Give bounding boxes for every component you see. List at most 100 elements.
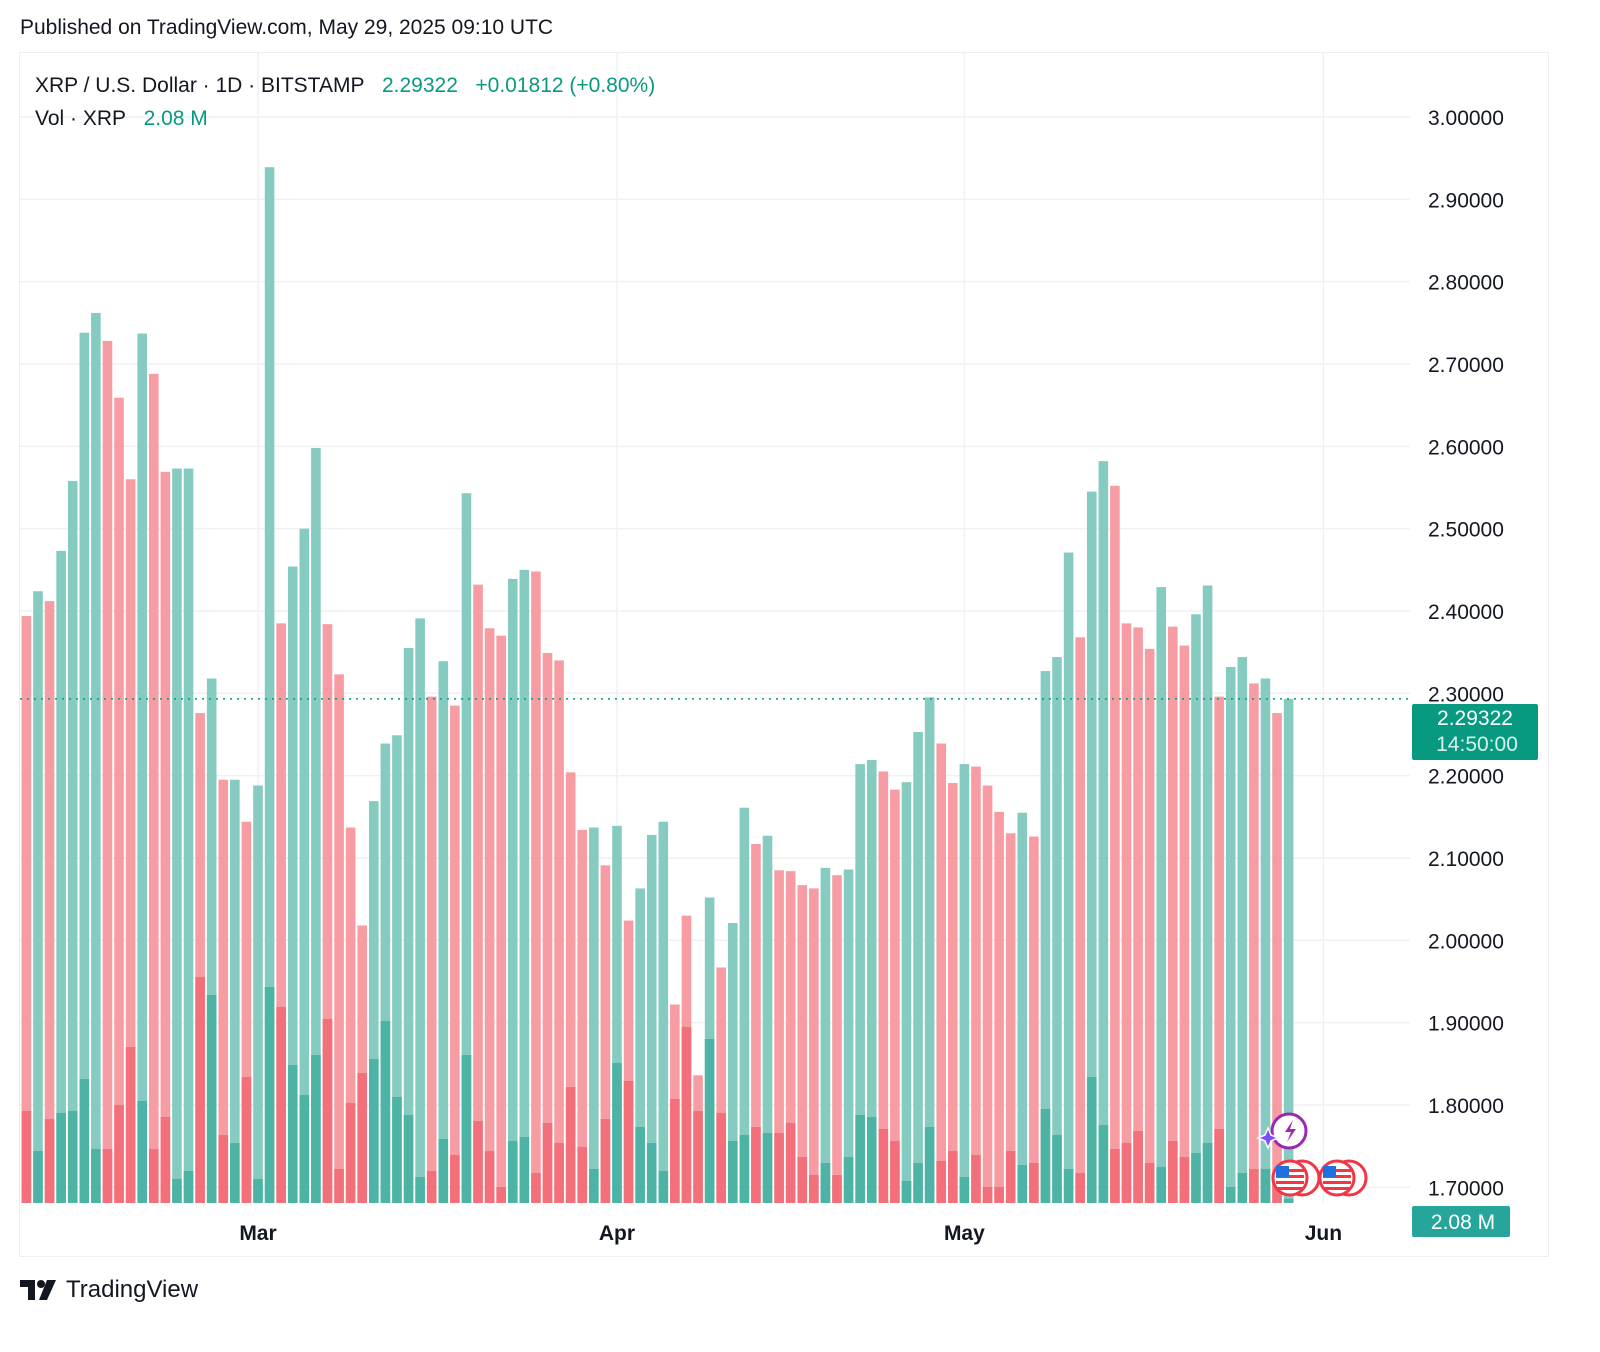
last-price-value: 2.29322 (1437, 707, 1513, 730)
volume-bar (565, 1087, 576, 1203)
us-flag-event-icon[interactable] (1318, 1159, 1368, 1197)
volume-bar (1202, 1143, 1213, 1203)
price-column (218, 779, 229, 1203)
tradingview-logo[interactable]: TradingView (20, 1276, 198, 1304)
price-tick-label: 1.70000 (1428, 1177, 1504, 1200)
price-column (890, 789, 900, 1203)
volume-axis-value: 2.08 M (1431, 1211, 1495, 1234)
volume-bar (102, 1149, 113, 1203)
volume-bar (982, 1187, 993, 1203)
volume-bar (334, 1169, 344, 1203)
price-tick-label: 1.80000 (1428, 1095, 1504, 1118)
price-column (1214, 696, 1224, 1203)
volume-title[interactable]: Vol · XRP (35, 107, 127, 130)
lightning-event-icon[interactable] (1256, 1112, 1308, 1150)
time-tick-label: May (944, 1222, 985, 1245)
volume-bar (264, 987, 275, 1203)
grid (20, 53, 1410, 1203)
price-column (774, 870, 784, 1203)
price-column (287, 566, 298, 1203)
volume-bar (345, 1103, 356, 1203)
volume-bar (774, 1133, 784, 1203)
price-column (172, 468, 182, 1203)
volume-bar (403, 1115, 414, 1203)
price-column (519, 569, 530, 1203)
price-column (438, 661, 449, 1203)
volume-bar (44, 1119, 55, 1203)
price-column (56, 550, 66, 1203)
time-axis[interactable]: Mar Apr May Jun (239, 1222, 1342, 1245)
price-tick-label: 1.90000 (1428, 1013, 1504, 1036)
volume-bar (1168, 1141, 1178, 1203)
volume-bar (704, 1039, 715, 1203)
volume-bar (1005, 1151, 1016, 1203)
price-column (565, 772, 576, 1203)
volume-bar (936, 1161, 947, 1203)
volume-bar (785, 1123, 796, 1203)
price-column (1260, 678, 1271, 1203)
volume-bar (1029, 1163, 1039, 1203)
price-column (762, 835, 773, 1203)
price-column (716, 967, 726, 1203)
price-column (635, 888, 645, 1203)
symbol-title[interactable]: XRP / U.S. Dollar · 1D · BITSTAMP (35, 74, 365, 97)
legend-change: +0.01812 (+0.80%) (475, 74, 656, 97)
price-column (1156, 587, 1167, 1203)
volume-bar (866, 1117, 877, 1203)
volume-bar (10, 1123, 20, 1203)
volume-bar (1272, 1183, 1282, 1203)
volume-bar (948, 1151, 958, 1203)
price-column (623, 920, 634, 1203)
us-flag-event-icon[interactable] (1271, 1159, 1321, 1197)
volume-bar (473, 1121, 483, 1203)
price-column (334, 674, 344, 1203)
volume-bar (392, 1097, 402, 1203)
price-column (299, 528, 310, 1203)
volume-bar (56, 1113, 66, 1203)
price-column (901, 782, 912, 1203)
volume-bar (67, 1111, 78, 1203)
volume-bar (461, 1055, 472, 1203)
volume-bar (195, 977, 205, 1203)
volume-bar (716, 1113, 726, 1203)
volume-bar (450, 1155, 460, 1203)
volume-bar (1063, 1169, 1074, 1203)
price-column (1144, 648, 1155, 1203)
price-tick-label: 2.70000 (1428, 354, 1504, 377)
price-column (125, 479, 136, 1203)
volume-bar (1156, 1167, 1167, 1203)
volume-bar (519, 1137, 530, 1203)
price-column (21, 615, 32, 1203)
price-column (276, 623, 286, 1203)
price-column (322, 624, 333, 1203)
price-column (1005, 833, 1016, 1203)
volume-bar (438, 1139, 449, 1203)
volume-bar (311, 1055, 321, 1203)
price-axis[interactable]: 3.00000 2.90000 2.80000 2.70000 2.60000 2.500… (1428, 107, 1504, 1200)
price-column (484, 628, 495, 1203)
price-tick-label: 2.00000 (1428, 930, 1504, 953)
price-column (843, 869, 854, 1203)
volume-bar (1040, 1109, 1051, 1203)
time-tick-label: Jun (1305, 1222, 1342, 1245)
price-column (1168, 626, 1178, 1203)
volume-bar (1133, 1131, 1143, 1203)
volume-bar (507, 1141, 518, 1203)
price-column (612, 825, 622, 1203)
price-column (600, 865, 611, 1203)
volume-bar (125, 1047, 136, 1203)
time-tick-label: Mar (239, 1222, 276, 1245)
price-column (1121, 623, 1132, 1203)
price-column (1098, 461, 1109, 1203)
volume-bar (1225, 1187, 1236, 1203)
price-column (392, 735, 402, 1203)
price-column (994, 811, 1004, 1203)
volume-bar (1121, 1143, 1132, 1203)
price-tick-label: 2.30000 (1428, 683, 1504, 706)
price-column (1110, 485, 1120, 1203)
price-column (1029, 836, 1039, 1203)
volume-bar (762, 1133, 773, 1203)
price-column (44, 601, 55, 1203)
price-column (1133, 627, 1143, 1203)
